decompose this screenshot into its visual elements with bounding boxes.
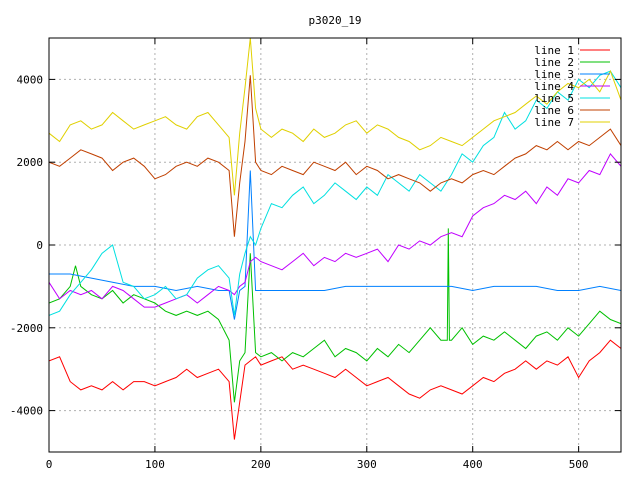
series-line-3	[49, 170, 621, 320]
legend-label: line 3	[534, 68, 574, 81]
series-line-5	[49, 70, 621, 316]
legend-label: line 1	[534, 44, 574, 57]
y-tick-label: 2000	[17, 156, 44, 169]
x-axis-ticks: 0 100 200 300 400 500	[46, 38, 589, 471]
series-line-1	[49, 339, 621, 440]
x-tick-label: 200	[251, 458, 271, 471]
y-tick-label: -2000	[10, 322, 43, 335]
series-line-7	[49, 38, 621, 196]
chart-title: p3020_19	[309, 14, 362, 27]
y-axis-ticks: -4000 -2000 0 2000 4000	[10, 73, 621, 418]
x-tick-label: 500	[569, 458, 589, 471]
legend-label: line 4	[534, 80, 574, 93]
x-tick-label: 0	[46, 458, 53, 471]
y-tick-label: 4000	[17, 73, 44, 86]
grid	[49, 38, 621, 452]
y-tick-label: 0	[36, 239, 43, 252]
legend-label: line 2	[534, 56, 574, 69]
series-line-4	[49, 153, 621, 308]
y-tick-label: -4000	[10, 405, 43, 418]
x-tick-label: 300	[357, 458, 377, 471]
legend-label: line 7	[534, 116, 574, 129]
series-lines	[49, 38, 621, 440]
series-line-6	[49, 75, 621, 237]
x-tick-label: 100	[145, 458, 165, 471]
legend-label: line 6	[534, 104, 574, 117]
series-line-2	[49, 228, 621, 403]
x-tick-label: 400	[463, 458, 483, 471]
legend-label: line 5	[534, 92, 574, 105]
